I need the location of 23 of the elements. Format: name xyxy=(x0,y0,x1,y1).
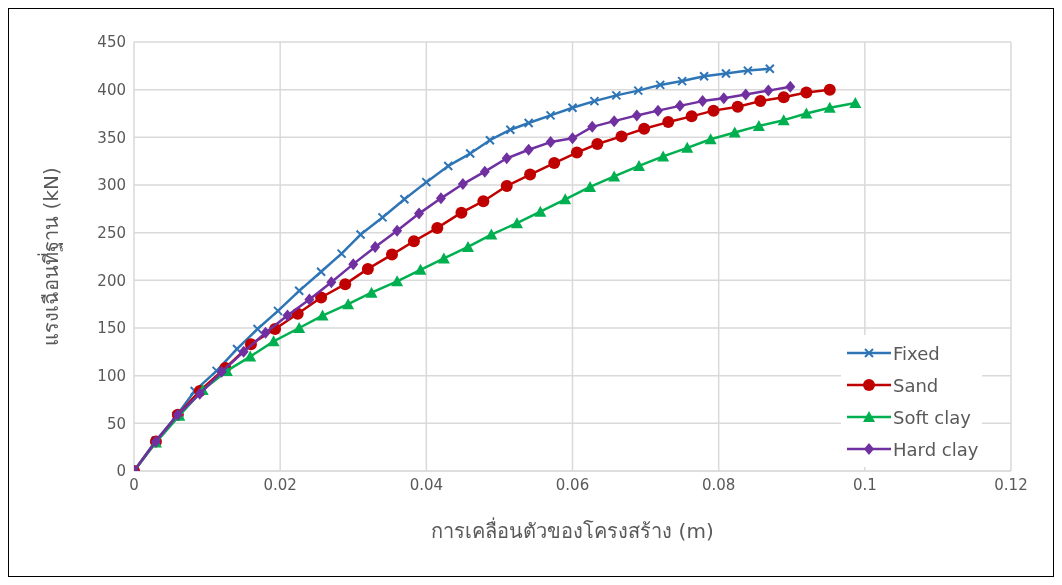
y-tick-label: 0 xyxy=(116,462,126,481)
x-tick-label: 0.08 xyxy=(701,475,736,494)
y-tick-label: 400 xyxy=(97,80,126,99)
legend-label: Soft clay xyxy=(893,406,971,428)
x-tick-label: 0.1 xyxy=(852,475,877,494)
x-tick-label: 0.02 xyxy=(263,475,297,494)
legend-label: Hard clay xyxy=(893,438,979,460)
y-tick-label: 250 xyxy=(97,223,126,242)
x-tick-label: 0 xyxy=(129,475,139,494)
legend-label: Sand xyxy=(893,374,939,396)
x-tick-label: 0.04 xyxy=(409,475,444,494)
y-tick-label: 450 xyxy=(97,33,126,52)
y-tick-label: 50 xyxy=(106,414,126,433)
x-tick-label: 0.12 xyxy=(994,475,1028,494)
y-tick-label: 350 xyxy=(97,128,126,147)
legend-label: Fixed xyxy=(893,342,940,364)
x-tick-label: 0.06 xyxy=(555,475,590,494)
y-tick-label: 100 xyxy=(97,366,126,385)
x-axis-title: การเคลื่อนตัวของโครงสร้าง (m) xyxy=(431,517,714,543)
y-tick-label: 150 xyxy=(97,319,126,338)
y-tick-label: 200 xyxy=(97,271,126,290)
y-tick-label: 300 xyxy=(97,176,126,195)
y-axis-title: แรงเฉือนที่ฐาน (kN) xyxy=(37,167,64,346)
